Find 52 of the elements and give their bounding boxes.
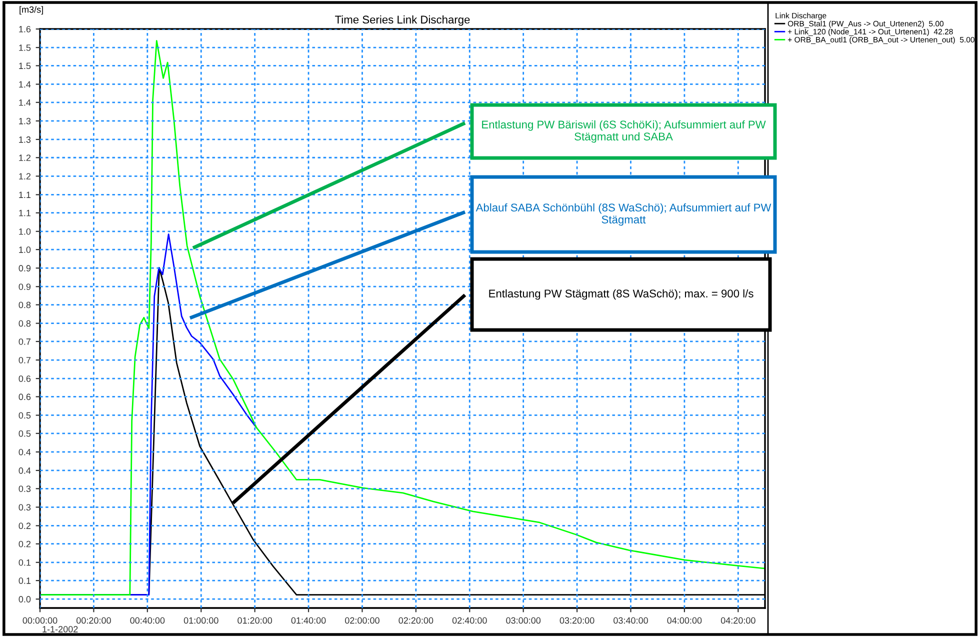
y-tick-label: 0.9 [18,284,31,290]
x-tick-label: 01:20:00 [238,617,272,624]
y-tick-label: 1.3 [19,136,31,143]
y-tick-label: 0.5 [18,430,31,437]
y-tick-label: 1.1 [19,210,31,216]
x-tick-label: 02:40:00 [452,617,487,624]
x-tick-label: 03:40:00 [614,617,648,624]
y-tick-label: 1.6 [19,26,31,32]
annotation: Entlastung PW Bäriswil (6S SchöKi); Aufsummiert auf PW Stägmatt und SABA [482,120,766,143]
y-tick-label: 0.9 [18,265,31,272]
x-tick-label: 01:00:00 [184,617,218,624]
y-tick-label: 0.5 [18,412,31,419]
y-tick-label: 0.6 [18,394,31,400]
y-tick-label: 0.6 [18,376,31,382]
y-axis-title: [m3/s] [20,6,43,15]
y-tick-label: 1.4 [19,81,31,88]
x-tick-label: 02:20:00 [398,617,434,624]
x-tick-label: 03:00:00 [506,617,541,624]
y-tick-label: 1.2 [19,173,31,180]
annotation: Entlastung PW Stägmatt (8S WaSchö); max. = 900 l/s [489,289,754,300]
x-tick-label: 04:20:00 [720,617,756,624]
y-tick-label: 0.1 [18,559,31,566]
y-tick-label: 1.0 [19,246,31,253]
y-tick-label: 1.1 [19,192,31,198]
y-tick-label: 0.0 [18,596,31,602]
y-tick-label: 0.3 [18,486,31,492]
x-tick-label: 01:40:00 [291,617,326,624]
y-tick-label: 0.3 [18,504,31,511]
y-tick-label: 0.8 [18,302,31,308]
y-tick-label: 1.5 [19,44,31,51]
y-tick-label: 0.7 [18,338,31,345]
y-tick-label: 0.7 [18,356,31,364]
x-tick-label: 00:00:00 [22,617,58,624]
y-tick-label: 0.2 [18,522,31,530]
y-tick-label: 0.2 [18,540,31,548]
chart-title: Time Series Link Discharge [335,15,470,26]
y-tick-label: 0.4 [18,448,31,456]
y-tick-label: 0.1 [18,578,31,584]
x-tick-label: 03:20:00 [560,617,594,624]
text: 1-1-2002 [42,626,78,632]
y-tick-label: 1.4 [19,99,31,106]
y-tick-label: 0.4 [18,467,31,474]
x-tick-label: 02:00:00 [345,617,380,624]
y-tick-label: 0.8 [18,320,31,327]
y-tick-label: 1.5 [19,62,31,70]
x-tick-label: 00:40:00 [130,617,165,624]
y-tick-label: 1.2 [19,154,31,161]
annotation: Ablauf SABA Schönbühl (8S WaSchö); Aufsummiert auf PW Stägmatt [476,203,772,226]
x-tick-label: 00:20:00 [76,617,111,624]
y-tick-label: 1.0 [19,228,31,235]
y-tick-label: 1.3 [19,118,31,124]
x-tick-label: 04:00:00 [667,617,702,624]
